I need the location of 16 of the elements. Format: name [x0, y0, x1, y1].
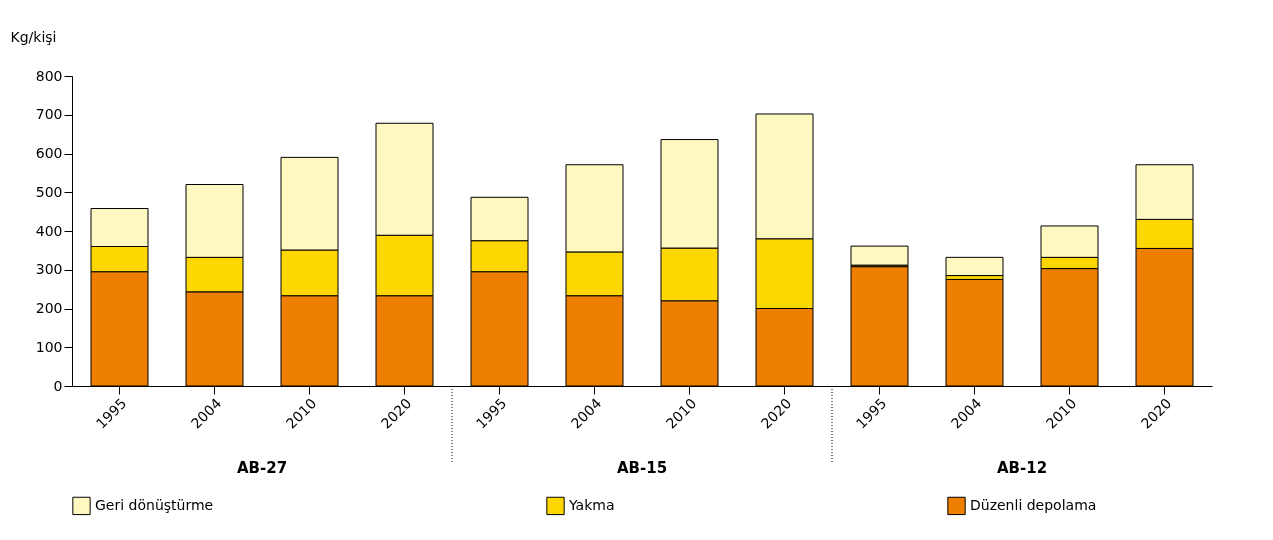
- y-axis-title: Kg/kişi: [10, 28, 57, 45]
- y-tick-label: 500: [35, 183, 63, 200]
- y-tick-label: 400: [35, 222, 63, 239]
- legend-label: Düzenli depolama: [970, 496, 1097, 513]
- text: AB-12: [996, 459, 1048, 477]
- legend-label: Yakma: [568, 496, 615, 513]
- y-tick-label: 0: [53, 377, 63, 394]
- text: AB-15: [616, 459, 668, 477]
- y-tick-label: 100: [35, 338, 63, 355]
- y-tick-label: 800: [35, 67, 63, 84]
- y-tick-label: 200: [35, 300, 63, 316]
- y-tick-label: 700: [35, 106, 63, 123]
- legend-label: Geri dönüştürme: [95, 496, 214, 513]
- text: AB-27: [236, 459, 288, 477]
- y-tick-label: 300: [35, 261, 63, 278]
- y-tick-label: 600: [35, 145, 63, 161]
